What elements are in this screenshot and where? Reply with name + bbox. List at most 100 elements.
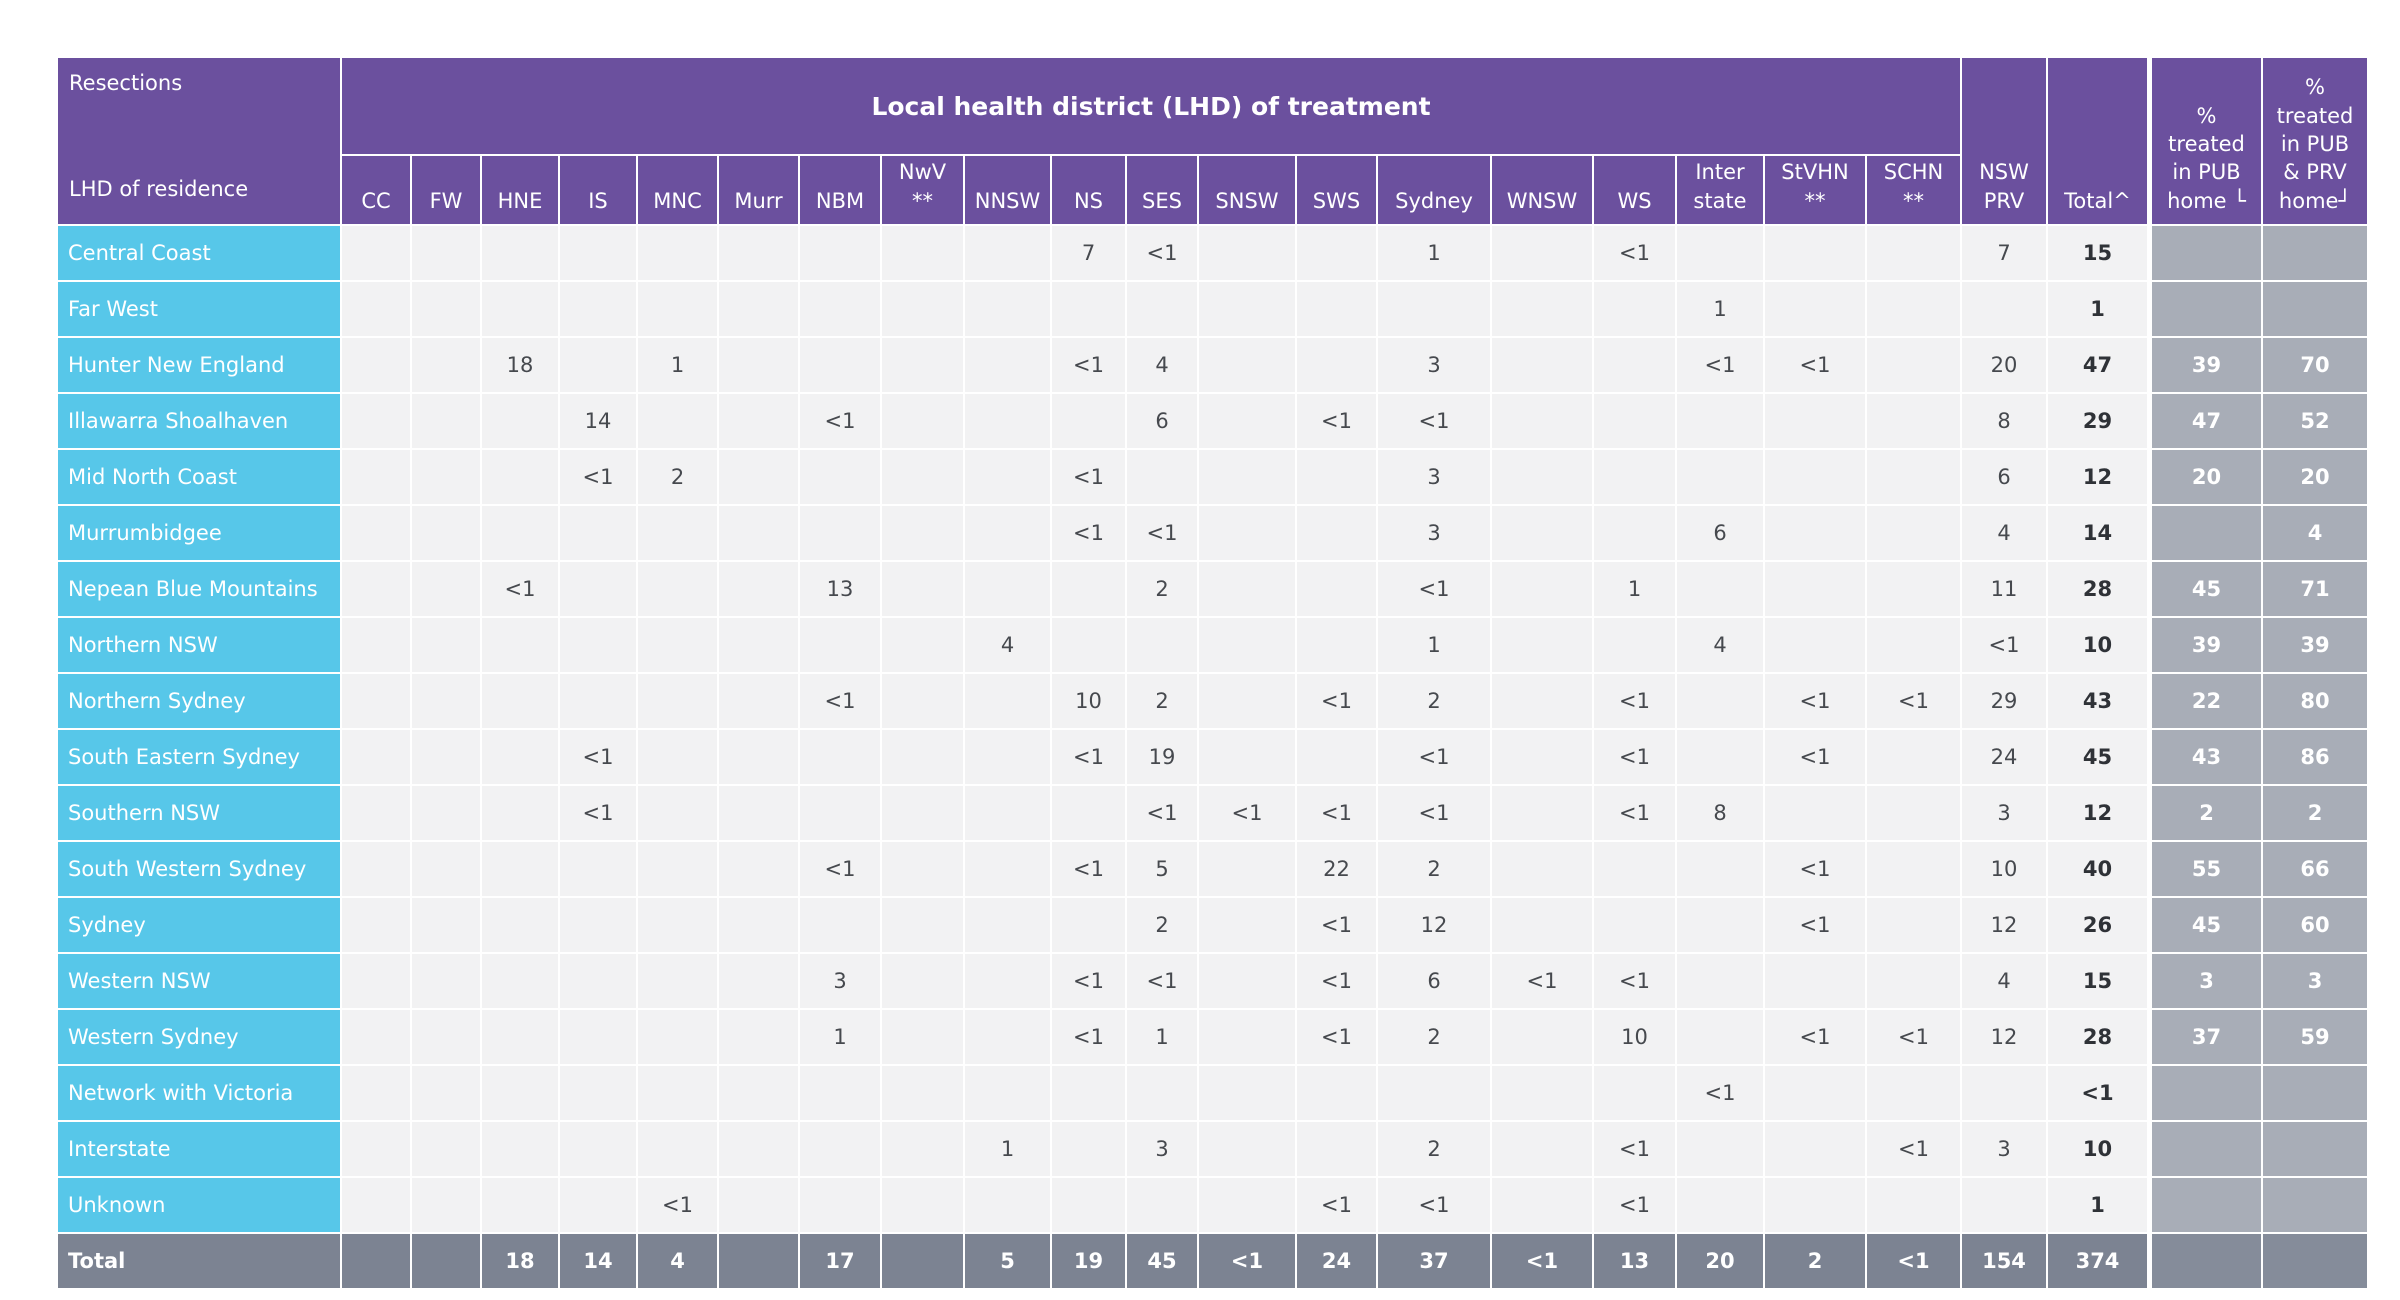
data-cell: 3	[1127, 1122, 1197, 1176]
col-header-ws: WS	[1594, 156, 1675, 224]
data-cell: 2	[1378, 842, 1490, 896]
data-cell	[482, 674, 558, 728]
pct-cell: 80	[2263, 674, 2367, 728]
data-cell	[342, 282, 410, 336]
data-cell	[1765, 1066, 1865, 1120]
data-cell	[560, 282, 636, 336]
data-cell	[1492, 1066, 1592, 1120]
data-cell	[1492, 842, 1592, 896]
data-cell	[882, 282, 963, 336]
data-cell	[1492, 338, 1592, 392]
data-cell	[1199, 450, 1295, 504]
data-cell: <1	[1052, 954, 1125, 1008]
data-cell	[560, 1010, 636, 1064]
data-cell: <1	[1052, 730, 1125, 784]
data-cell	[560, 226, 636, 280]
data-cell	[882, 506, 963, 560]
data-cell	[882, 618, 963, 672]
data-cell	[1677, 1178, 1763, 1232]
data-cell: 2	[1378, 1122, 1490, 1176]
data-cell: 6	[1962, 450, 2046, 504]
data-cell	[965, 954, 1050, 1008]
data-cell: <1	[560, 730, 636, 784]
data-cell: 3	[1378, 506, 1490, 560]
data-cell	[1378, 1066, 1490, 1120]
data-cell: 10	[1052, 674, 1125, 728]
pct-cell: 66	[2263, 842, 2367, 896]
data-cell	[1199, 394, 1295, 448]
data-cell	[1052, 1066, 1125, 1120]
data-cell	[719, 786, 798, 840]
data-cell: 4	[1962, 954, 2046, 1008]
data-cell	[1297, 282, 1376, 336]
data-cell	[342, 338, 410, 392]
data-cell	[882, 1178, 963, 1232]
data-cell: 3	[1378, 450, 1490, 504]
data-cell	[1677, 1010, 1763, 1064]
data-cell	[1594, 506, 1675, 560]
data-cell	[800, 282, 880, 336]
data-cell	[965, 1010, 1050, 1064]
table-row: Western Sydney 1 <1 1 <1 2 10 <1 <1 12 28 37 59	[58, 1010, 2367, 1064]
data-cell	[1594, 338, 1675, 392]
data-cell	[638, 842, 717, 896]
data-cell	[719, 1178, 798, 1232]
data-cell	[1677, 1122, 1763, 1176]
data-cell	[412, 562, 480, 616]
data-cell	[1594, 618, 1675, 672]
data-cell	[882, 450, 963, 504]
data-cell	[482, 506, 558, 560]
data-cell	[965, 1178, 1050, 1232]
pct-cell	[2263, 282, 2367, 336]
table-row: Network with Victoria <1 <1	[58, 1066, 2367, 1120]
data-cell: 11	[1962, 562, 2046, 616]
row-label: Northern NSW	[58, 618, 340, 672]
data-cell	[1492, 282, 1592, 336]
col-header-nwv: NwV **	[882, 156, 963, 224]
table-row: Far West 1 1	[58, 282, 2367, 336]
data-cell: 2	[1378, 1010, 1490, 1064]
data-cell	[1199, 562, 1295, 616]
data-cell: 2	[638, 450, 717, 504]
pct-cell: 71	[2263, 562, 2367, 616]
data-cell	[638, 226, 717, 280]
data-cell	[412, 1010, 480, 1064]
data-cell	[719, 1122, 798, 1176]
data-cell: <1	[638, 1178, 717, 1232]
total-cell: <1	[1492, 1234, 1592, 1288]
data-cell	[1492, 730, 1592, 784]
data-cell	[1199, 1122, 1295, 1176]
data-cell	[965, 338, 1050, 392]
data-cell: <1	[1297, 674, 1376, 728]
data-cell	[342, 1178, 410, 1232]
data-cell	[1677, 394, 1763, 448]
col-header-sydney: Sydney	[1378, 156, 1490, 224]
data-cell	[800, 1178, 880, 1232]
data-cell	[1199, 842, 1295, 896]
table-row: Interstate 1 3 2 <1 <1 3 10	[58, 1122, 2367, 1176]
data-cell	[638, 618, 717, 672]
total-cell: 20	[1677, 1234, 1763, 1288]
col-header-total: Total^	[2048, 58, 2147, 224]
data-cell: <1	[1127, 786, 1197, 840]
row-label: Interstate	[58, 1122, 340, 1176]
data-cell	[719, 898, 798, 952]
pct-cell: 37	[2149, 1010, 2261, 1064]
pct-cell	[2149, 1122, 2261, 1176]
corner-header: Resections LHD of residence	[58, 58, 340, 224]
data-cell	[719, 450, 798, 504]
data-cell	[412, 786, 480, 840]
data-cell	[1594, 898, 1675, 952]
pct-cell	[2263, 1234, 2367, 1288]
data-cell	[800, 618, 880, 672]
data-cell	[1492, 394, 1592, 448]
pct-cell: 39	[2263, 618, 2367, 672]
data-cell	[412, 1122, 480, 1176]
col-header-wnsw: WNSW	[1492, 156, 1592, 224]
data-cell	[1677, 450, 1763, 504]
data-cell	[412, 674, 480, 728]
data-cell	[1867, 618, 1960, 672]
pct-cell	[2263, 1122, 2367, 1176]
data-cell	[482, 842, 558, 896]
total-cell	[412, 1234, 480, 1288]
